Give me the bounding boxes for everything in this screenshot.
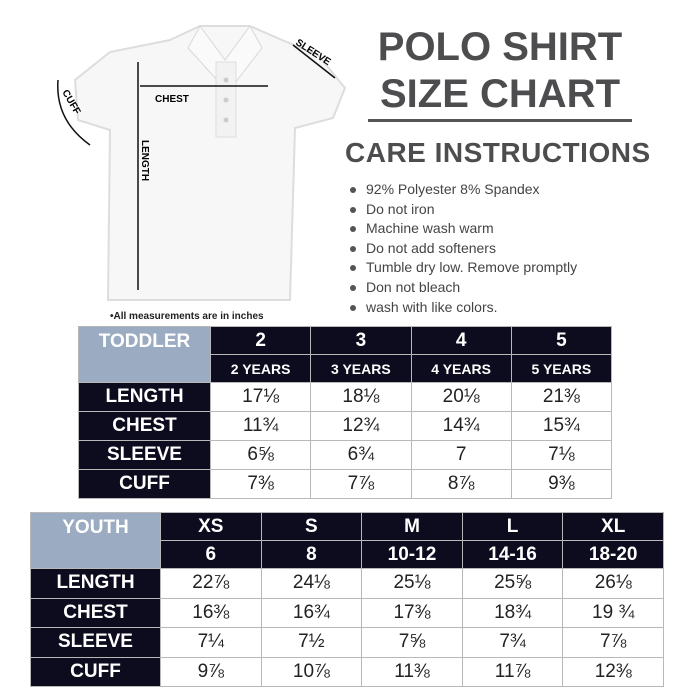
measurement-cell: 11¾ (209, 411, 312, 441)
age-header: 14-16 (461, 540, 564, 569)
table-row: CUFF 7⅜ 7⅞ 8⅞ 9⅜ (78, 469, 613, 499)
care-list: 92% Polyester 8% Spandex Do not iron Mac… (350, 180, 577, 317)
measurement-cell: 19 ¾ (562, 597, 664, 628)
measurement-cell: 15¾ (510, 411, 613, 441)
size-header-row: TODDLER 2 3 4 5 (78, 326, 613, 383)
measurement-cell: 22⅞ (160, 568, 262, 599)
size-header: XS (160, 512, 262, 541)
table-row: LENGTH 17⅛ 18⅛ 20⅛ 21⅜ (78, 382, 613, 412)
row-label: CHEST (78, 411, 211, 441)
measurement-cell: 7½ (260, 627, 363, 658)
measurement-cell: 7⅝ (361, 627, 463, 658)
youth-size-table: YOUTH XS S M L XL 6 8 10-12 14-16 18-20 LENGTH 22⅞ 24… (30, 512, 664, 687)
measurement-cell: 25⅛ (361, 568, 463, 599)
measurement-cell: 9⅞ (160, 656, 262, 687)
measurement-cell: 14¾ (410, 411, 512, 441)
care-item: Machine wash warm (350, 219, 577, 239)
row-label: CUFF (30, 656, 161, 687)
care-item: Don not bleach (350, 278, 577, 298)
measurement-note: •All measurements are in inches (110, 311, 264, 322)
age-header: 8 (260, 540, 363, 569)
age-header: 10-12 (361, 540, 463, 569)
sleeve-arrow (292, 44, 336, 79)
measurement-cell: 6⅝ (209, 440, 312, 470)
measurement-cell: 10⅞ (260, 656, 363, 687)
measurement-cell: 7 (410, 440, 512, 470)
measurement-cell: 17⅛ (209, 382, 312, 412)
age-header: 5 YEARS (510, 354, 613, 383)
cuff-arrow (57, 79, 91, 146)
table-row: CUFF 9⅞ 10⅞ 11⅜ 11⅞ 12⅜ (30, 656, 664, 687)
age-header-row: 2 YEARS 3 YEARS 4 YEARS 5 YEARS (79, 354, 613, 383)
size-header: M (361, 512, 463, 541)
measurement-cell: 11⅞ (461, 656, 564, 687)
title-line2: SIZE CHART (380, 72, 620, 116)
size-header-row: YOUTH XS S M L XL (30, 512, 664, 569)
row-label: CHEST (30, 597, 161, 628)
measurement-cell: 25⅝ (461, 568, 564, 599)
toddler-size-table: TODDLER 2 3 4 5 2 YEARS 3 YEARS 4 YEARS 5 YEARS L… (78, 326, 613, 499)
size-header: 4 (410, 326, 512, 355)
size-header: 3 (310, 326, 412, 355)
row-label: SLEEVE (78, 440, 211, 470)
measurement-cell: 7⅞ (310, 469, 412, 499)
care-item: Do not add softeners (350, 239, 577, 259)
measurement-cell: 7⅞ (562, 627, 664, 658)
measurement-cell: 9⅜ (510, 469, 613, 499)
care-item: Do not iron (350, 200, 577, 220)
size-header: S (260, 512, 363, 541)
measurement-cell: 18¾ (461, 597, 564, 628)
measurement-cell: 7¼ (160, 627, 262, 658)
polo-shirt-image (73, 25, 347, 301)
care-item: Tumble dry low. Remove promptly (350, 258, 577, 278)
care-heading: CARE INSTRUCTIONS (345, 137, 651, 168)
measurement-cell: 20⅛ (410, 382, 512, 412)
measurement-cell: 12⅜ (562, 656, 664, 687)
measurement-cell: 16⅜ (160, 597, 262, 628)
care-item: wash with like colors. (350, 298, 577, 318)
measurement-cell: 24⅛ (260, 568, 363, 599)
age-header: 18-20 (562, 540, 664, 569)
age-header: 2 YEARS (209, 354, 312, 383)
measurement-cell: 7¾ (461, 627, 564, 658)
chest-label: CHEST (155, 94, 189, 105)
measurement-cell: 26⅛ (562, 568, 664, 599)
row-label: LENGTH (30, 568, 161, 599)
youth-label: YOUTH (30, 512, 161, 569)
size-header: 2 (209, 326, 312, 355)
table-row: LENGTH 22⅞ 24⅛ 25⅛ 25⅝ 26⅛ (30, 568, 664, 599)
age-header: 3 YEARS (310, 354, 412, 383)
polo-shirt-diagram: CHEST LENGTH SLEEVE CUFF (57, 25, 347, 301)
age-header: 4 YEARS (410, 354, 512, 383)
care-item: 92% Polyester 8% Spandex (350, 180, 577, 200)
measurement-cell: 18⅛ (310, 382, 412, 412)
size-header: L (461, 512, 564, 541)
toddler-label: TODDLER (78, 326, 211, 383)
measurement-cell: 21⅜ (510, 382, 613, 412)
row-label: SLEEVE (30, 627, 161, 658)
table-row: SLEEVE 7¼ 7½ 7⅝ 7¾ 7⅞ (30, 627, 664, 658)
title-divider (368, 119, 632, 122)
measurement-cell: 17⅜ (361, 597, 463, 628)
table-row: CHEST 16⅜ 16¾ 17⅜ 18¾ 19 ¾ (30, 597, 664, 628)
age-header: 6 (160, 540, 262, 569)
measurement-cell: 8⅞ (410, 469, 512, 499)
measurement-cell: 7⅜ (209, 469, 312, 499)
measurement-cell: 11⅜ (361, 656, 463, 687)
title-line1: POLO SHIRT (377, 25, 623, 69)
measurement-cell: 6¾ (310, 440, 412, 470)
size-header: 5 (510, 326, 613, 355)
row-label: LENGTH (78, 382, 211, 412)
measurement-cell: 7⅛ (510, 440, 613, 470)
row-label: CUFF (78, 469, 211, 499)
age-header-row: 6 8 10-12 14-16 18-20 (31, 540, 664, 569)
measurement-cell: 12¾ (310, 411, 412, 441)
size-header: XL (562, 512, 664, 541)
table-row: SLEEVE 6⅝ 6¾ 7 7⅛ (78, 440, 613, 470)
table-row: CHEST 11¾ 12¾ 14¾ 15¾ (78, 411, 613, 441)
measurement-cell: 16¾ (260, 597, 363, 628)
length-label: LENGTH (139, 140, 150, 181)
